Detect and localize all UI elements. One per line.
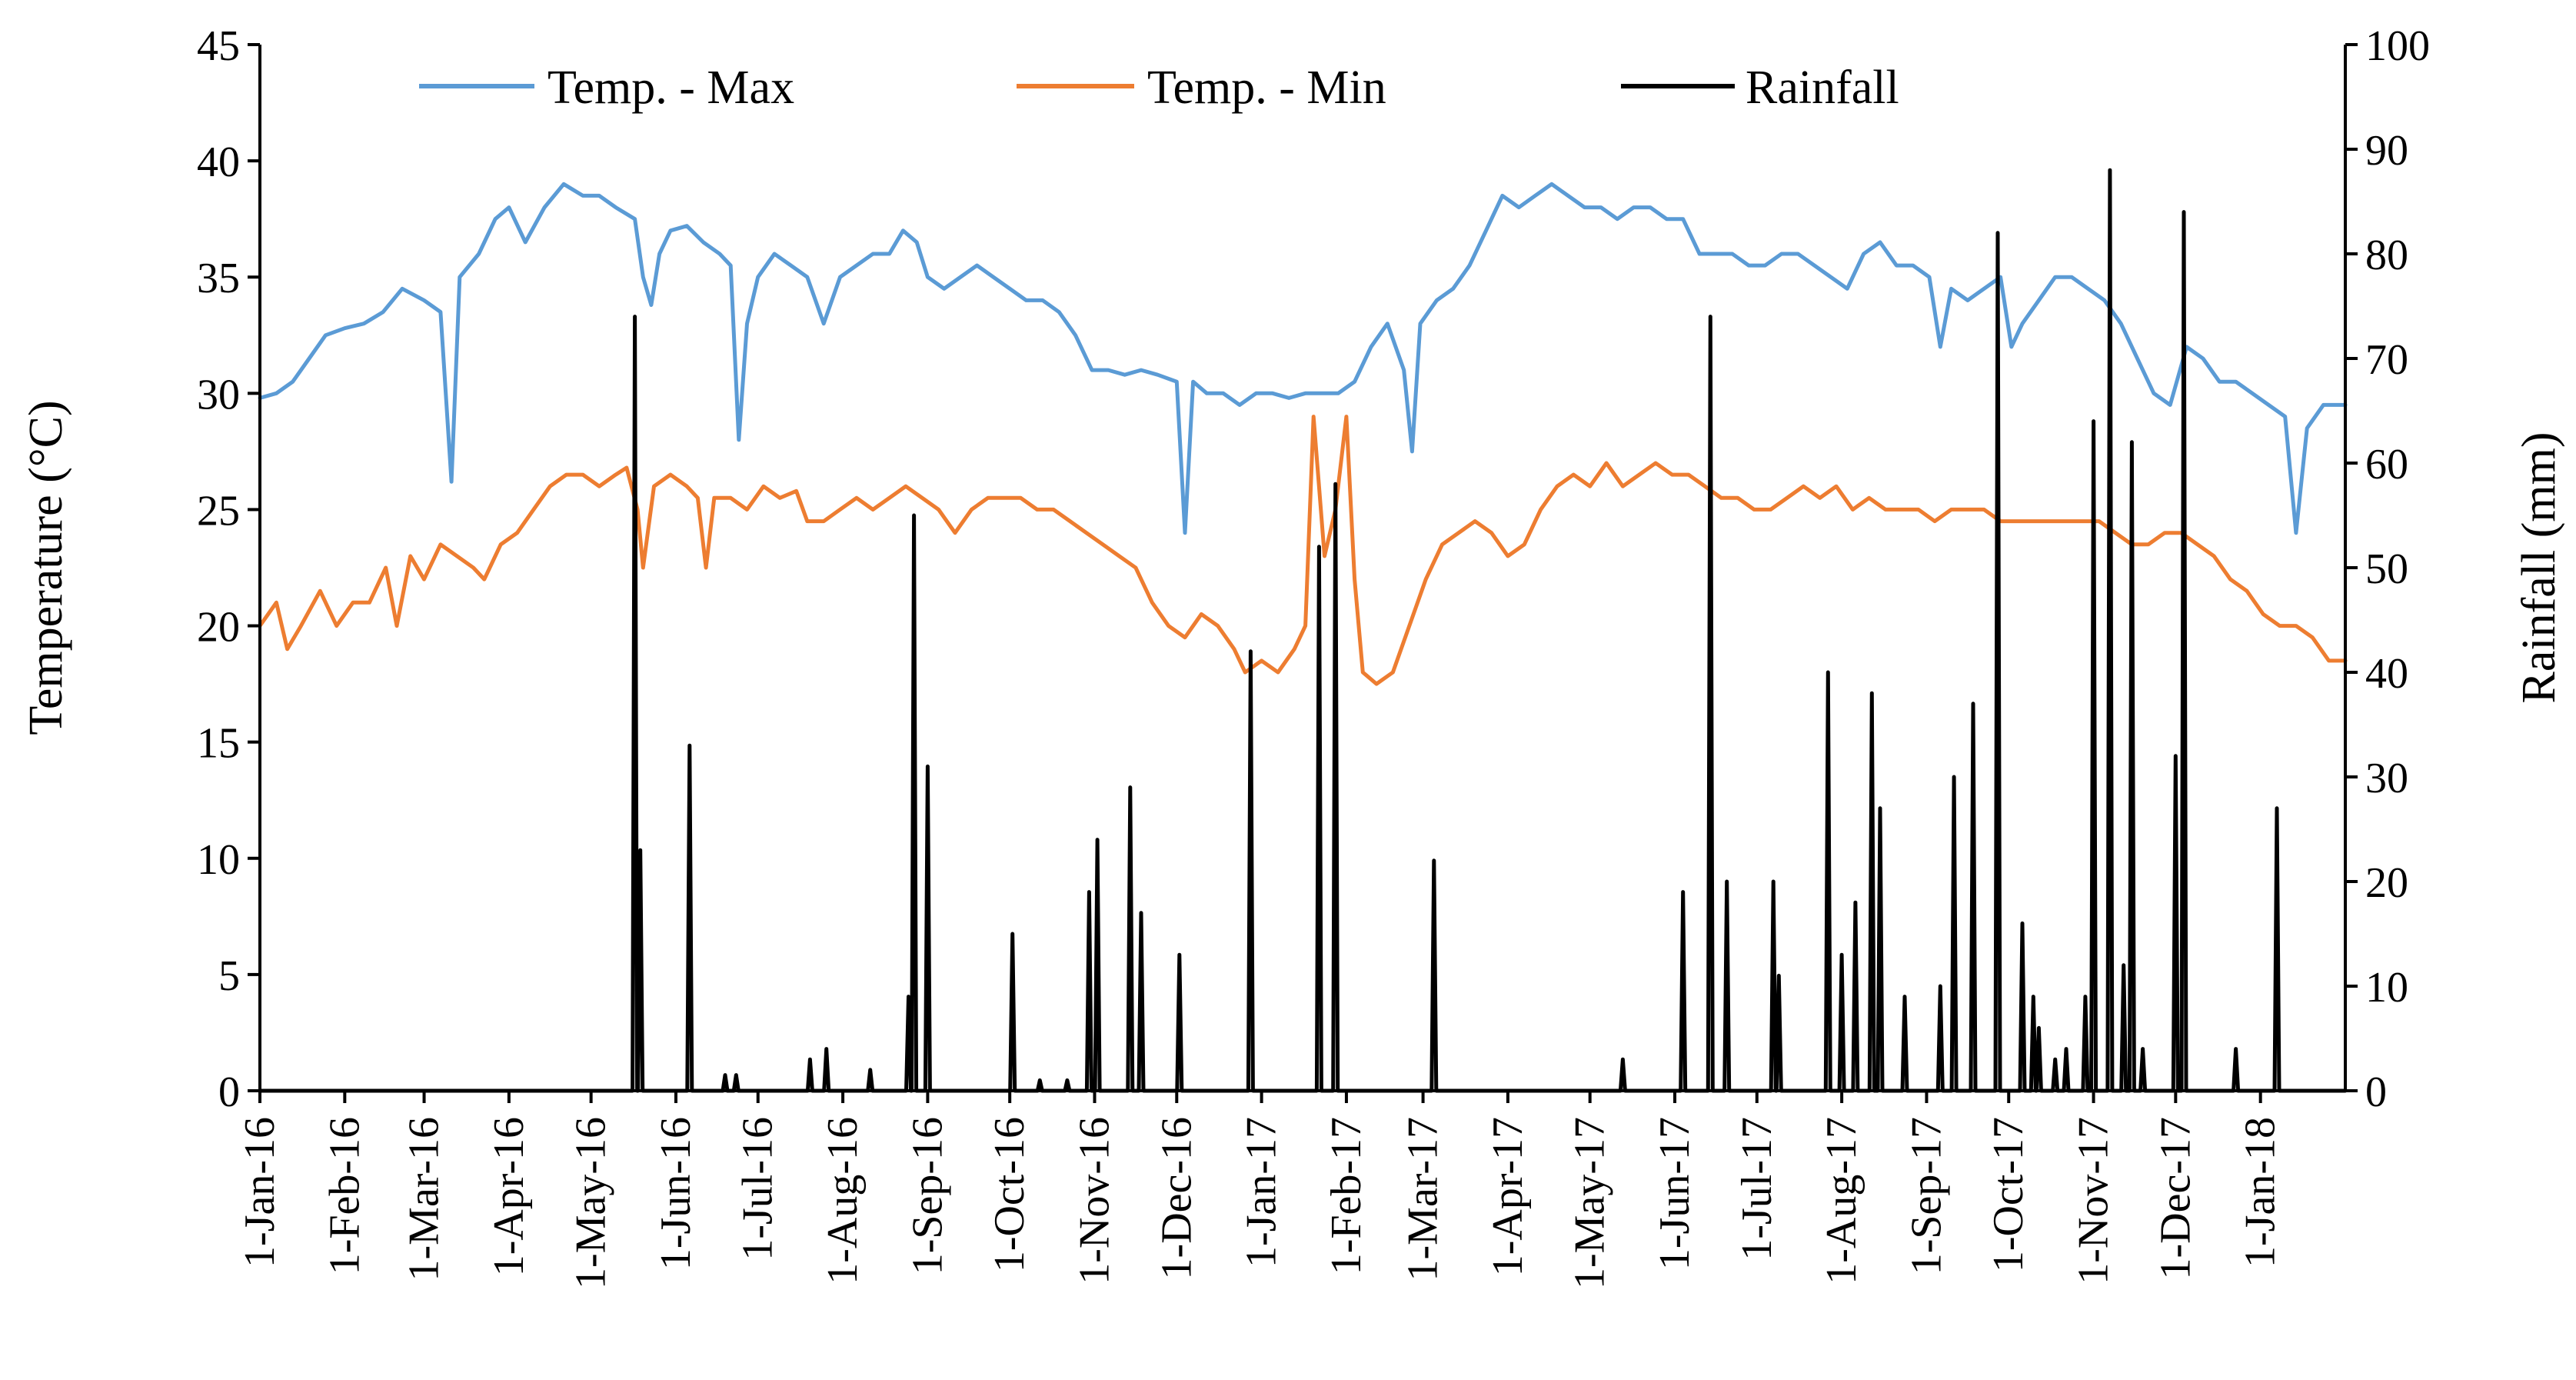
right-tick-label: 20 <box>2365 859 2408 907</box>
x-tick-label: 1-Nov-17 <box>2070 1117 2118 1285</box>
right-tick-label: 100 <box>2365 22 2430 70</box>
right-axis-title: Rainfall (mm) <box>2513 432 2565 704</box>
series-temp-min <box>258 415 2348 686</box>
x-tick-label: 1-May-17 <box>1566 1117 1614 1289</box>
right-tick-label: 10 <box>2365 964 2408 1012</box>
left-tick-label: 25 <box>197 487 240 535</box>
left-tick-label: 40 <box>197 138 240 186</box>
x-tick-label: 1-Jun-17 <box>1651 1117 1699 1270</box>
legend: Temp. - Max Temp. - Min Rainfall <box>419 62 1899 114</box>
right-tick-label: 0 <box>2365 1068 2387 1116</box>
right-tick-label: 90 <box>2365 127 2408 175</box>
right-tick-label: 80 <box>2365 232 2408 279</box>
left-tick-label: 0 <box>218 1068 240 1116</box>
left-tick-label: 15 <box>197 720 240 768</box>
x-tick-label: 1-Aug-16 <box>819 1117 867 1285</box>
legend-item-temp-max: Temp. - Max <box>419 62 794 114</box>
left-axis-ticks: 0 5 10 15 20 25 30 35 40 45 <box>197 22 260 1116</box>
series-line <box>258 415 2348 686</box>
x-tick-label: 1-Feb-16 <box>321 1117 368 1275</box>
x-tick-label: 1-May-16 <box>567 1117 615 1289</box>
legend-label-temp-max: Temp. - Max <box>547 62 794 114</box>
x-tick-label: 1-Dec-17 <box>2152 1117 2199 1279</box>
x-tick-label: 1-Apr-16 <box>485 1117 533 1276</box>
legend-label-temp-min: Temp. - Min <box>1147 62 1386 114</box>
left-tick-label: 30 <box>197 371 240 418</box>
left-tick-label: 35 <box>197 255 240 302</box>
right-tick-label: 30 <box>2365 755 2408 802</box>
right-axis-ticks: 0 10 20 30 40 50 60 70 80 90 100 <box>2345 22 2430 1116</box>
x-tick-label: 1-Jan-18 <box>2237 1117 2285 1268</box>
x-tick-label: 1-Apr-17 <box>1484 1117 1532 1276</box>
left-tick-label: 5 <box>218 952 240 1000</box>
series-line <box>258 182 2348 535</box>
x-tick-label: 1-Jun-16 <box>652 1117 700 1270</box>
series-temp-max <box>258 182 2348 535</box>
x-tick-label: 1-Mar-17 <box>1399 1117 1447 1281</box>
x-tick-label: 1-Nov-16 <box>1071 1117 1119 1285</box>
right-tick-label: 60 <box>2365 441 2408 488</box>
legend-item-temp-min: Temp. - Min <box>1017 62 1386 114</box>
legend-label-rainfall: Rainfall <box>1746 62 1899 114</box>
x-tick-label: 1-Oct-16 <box>986 1117 1033 1272</box>
right-tick-label: 40 <box>2365 650 2408 698</box>
right-tick-label: 50 <box>2365 545 2408 593</box>
x-tick-label: 1-Jul-16 <box>734 1117 782 1261</box>
left-tick-label: 10 <box>197 836 240 884</box>
x-tick-label: 1-Jul-17 <box>1733 1117 1781 1261</box>
right-tick-label: 70 <box>2365 336 2408 384</box>
x-tick-label: 1-Aug-17 <box>1818 1117 1865 1285</box>
legend-item-rainfall: Rainfall <box>1621 62 1899 114</box>
x-tick-label: 1-Oct-17 <box>1985 1117 2032 1272</box>
x-axis-ticks: 1-Jan-16 1-Feb-16 1-Mar-16 1-Apr-16 1-May-16… <box>236 1091 2285 1289</box>
x-tick-label: 1-Feb-17 <box>1323 1117 1370 1275</box>
x-tick-label: 1-Mar-16 <box>401 1117 448 1281</box>
left-tick-label: 45 <box>197 22 240 70</box>
x-tick-label: 1-Jan-17 <box>1238 1117 1286 1268</box>
x-tick-label: 1-Dec-16 <box>1153 1117 1200 1279</box>
left-tick-label: 20 <box>197 604 240 652</box>
x-tick-label: 1-Sep-16 <box>904 1117 951 1275</box>
x-tick-label: 1-Sep-17 <box>1902 1117 1950 1275</box>
x-tick-label: 1-Jan-16 <box>236 1117 284 1268</box>
left-axis-title: Temperature (°C) <box>20 400 72 735</box>
